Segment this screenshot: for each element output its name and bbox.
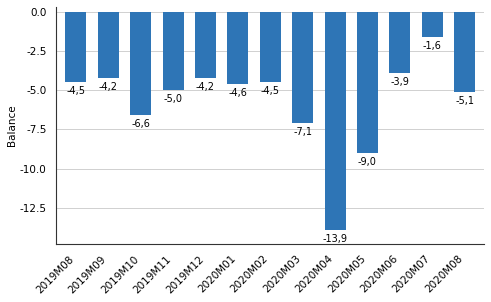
Bar [292,12,313,123]
Bar [98,12,119,78]
Text: -13,9: -13,9 [323,234,348,244]
Text: -7,1: -7,1 [293,127,312,137]
Bar [357,12,378,153]
Bar [130,12,151,115]
Text: -3,9: -3,9 [390,77,409,87]
Bar [325,12,346,230]
Bar [454,12,475,92]
Text: -5,0: -5,0 [164,94,183,104]
Y-axis label: Balance: Balance [7,105,17,146]
Bar [422,12,443,37]
Bar [163,12,184,90]
Bar [65,12,86,82]
Text: -9,0: -9,0 [358,157,377,167]
Text: -4,5: -4,5 [261,86,280,96]
Bar [227,12,248,84]
Text: -1,6: -1,6 [423,41,442,51]
Bar [389,12,410,73]
Text: -4,6: -4,6 [228,88,247,98]
Text: -4,2: -4,2 [99,82,118,92]
Bar [260,12,281,82]
Text: -5,1: -5,1 [455,96,474,106]
Bar [195,12,216,78]
Text: -4,2: -4,2 [196,82,215,92]
Text: -6,6: -6,6 [131,119,150,129]
Text: -4,5: -4,5 [66,86,85,96]
